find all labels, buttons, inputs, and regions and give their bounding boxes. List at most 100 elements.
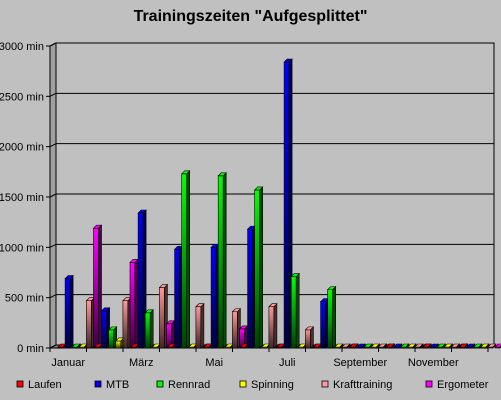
bar-top — [64, 275, 74, 279]
bar-front — [115, 340, 122, 349]
x-tick-label: März — [129, 357, 153, 369]
bar-top — [107, 326, 118, 331]
bar — [71, 343, 81, 349]
bar-front — [86, 300, 92, 349]
bar-top — [436, 343, 446, 348]
bar — [349, 343, 359, 349]
y-tick-label: 2500 min — [0, 91, 44, 103]
bar-top — [414, 343, 424, 348]
bar-front — [137, 212, 144, 349]
bar-side — [295, 272, 300, 349]
bar — [304, 326, 315, 349]
bar — [414, 343, 424, 349]
gridline-side — [49, 143, 57, 148]
bar-front — [108, 329, 114, 349]
bar — [283, 58, 293, 349]
bar — [429, 343, 439, 349]
bar — [195, 303, 205, 349]
bar — [57, 343, 67, 349]
bar-top — [217, 172, 227, 177]
bar-top — [92, 224, 103, 229]
bar-side — [200, 303, 205, 349]
bar-front — [159, 287, 165, 349]
x-tick-label: Juli — [279, 357, 296, 369]
bar-top — [450, 343, 461, 348]
bar — [319, 297, 330, 349]
gridline-side — [49, 243, 57, 248]
y-tick-label: 3000 min — [0, 41, 44, 53]
legend-label: Laufen — [28, 379, 62, 391]
bar-front — [64, 278, 71, 349]
bar-top — [487, 343, 497, 348]
y-tick-label: 2000 min — [0, 142, 44, 154]
legend-label: Rennrad — [168, 379, 210, 391]
bar — [385, 343, 396, 349]
bar — [356, 343, 366, 349]
bar-side — [310, 326, 314, 349]
bar — [144, 309, 154, 349]
bar — [238, 325, 249, 349]
gridline-side — [49, 42, 57, 47]
bar-top — [100, 307, 111, 312]
bar-top — [465, 343, 476, 348]
bar-front — [210, 247, 217, 349]
bar-front — [195, 306, 202, 349]
bar-top — [290, 273, 300, 277]
bar-front — [93, 227, 99, 349]
bar-top — [429, 343, 439, 348]
bar — [158, 283, 169, 349]
legend-swatch — [425, 380, 433, 388]
bar-top — [385, 343, 396, 348]
bar-top — [158, 284, 169, 288]
bar — [217, 172, 227, 349]
legend-label: Krafttraining — [333, 379, 392, 391]
bar — [487, 343, 497, 349]
bar-top — [407, 343, 417, 348]
bar — [253, 186, 264, 349]
bar — [494, 343, 501, 349]
bar-top — [71, 343, 81, 348]
bar-front — [320, 301, 326, 349]
bar — [326, 285, 337, 349]
bar-front — [268, 306, 275, 349]
gridline-side — [49, 294, 57, 299]
bar — [443, 343, 454, 349]
bar-side — [186, 170, 190, 349]
bar-front — [290, 276, 297, 349]
bar-top — [268, 303, 278, 308]
bar-side — [98, 224, 102, 349]
bar — [268, 303, 278, 349]
bar-top — [399, 343, 410, 348]
bar-top — [349, 343, 359, 348]
bar-top — [326, 286, 337, 290]
bar — [377, 343, 388, 349]
bar-top — [480, 343, 490, 348]
bar-top — [370, 343, 381, 348]
x-tick-label: Mai — [205, 357, 223, 369]
bar-top — [472, 343, 483, 348]
bar-top — [253, 186, 264, 191]
chart-title: Trainingszeiten "Aufgesplittet" — [134, 8, 368, 25]
bar-top — [443, 343, 454, 348]
bar — [180, 170, 191, 349]
bar — [392, 343, 403, 349]
bar — [290, 272, 300, 349]
bar — [422, 343, 432, 349]
bar-front — [305, 329, 311, 349]
bar-side — [332, 285, 337, 349]
bar-front — [283, 61, 290, 349]
bar-front — [254, 189, 260, 349]
bar — [129, 258, 139, 349]
bar-top — [231, 308, 242, 313]
bar — [64, 274, 74, 349]
bar-side — [69, 274, 74, 349]
bar-top — [422, 343, 432, 348]
x-tick-label: September — [333, 357, 387, 369]
legend-swatch — [239, 380, 247, 388]
legend-label: Spinning — [251, 379, 294, 391]
bar-top — [494, 343, 501, 348]
bar-side — [259, 186, 264, 349]
bar — [450, 343, 461, 349]
bar — [341, 343, 351, 349]
bar — [334, 343, 344, 349]
